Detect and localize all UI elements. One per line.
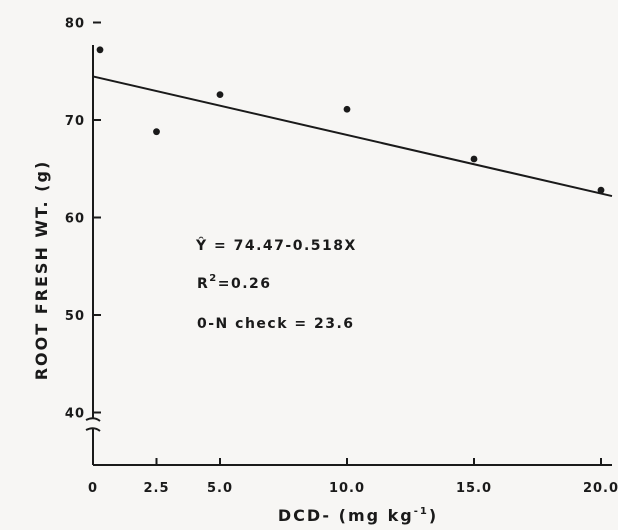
y-axis: 40 50 60 70 80 (65, 17, 101, 465)
y-tick-label: 60 (65, 212, 85, 227)
zero-n-check: 0-N check = 23.6 (197, 316, 355, 332)
x-tick-label: 0 (88, 481, 98, 496)
x-tick-label: 20.0 (583, 481, 618, 496)
y-tick-label: 80 (65, 17, 85, 32)
x-tick-label: 10.0 (329, 481, 365, 496)
data-point (153, 128, 160, 136)
x-tick-label: 2.5 (143, 481, 169, 496)
regression-line-path (92, 75, 613, 198)
x-axis: 0 2.5 5.0 10.0 15.0 20.0 (88, 458, 618, 496)
r-squared-label: R (197, 276, 209, 292)
y-axis-title: ROOT FRESH WT. (g) (32, 160, 51, 381)
data-point (96, 46, 104, 54)
x-axis-title-exponent: -1 (414, 506, 429, 517)
x-axis-title: DCD- (mg kg-1) (278, 506, 438, 525)
x-axis-title-main: DCD- (mg kg (278, 506, 414, 525)
y-tick-label: 70 (65, 114, 85, 129)
r-squared-exponent: 2 (209, 273, 217, 284)
x-axis-title-close: ) (429, 506, 438, 525)
data-points (96, 46, 605, 194)
y-tick-label: 50 (65, 309, 85, 324)
equation-text: = 74.47-0.518X (208, 238, 357, 254)
regression-line (92, 75, 613, 198)
x-tick-label: 15.0 (456, 481, 492, 496)
y-tick-label: 40 (65, 407, 85, 422)
data-point (470, 155, 478, 163)
x-tick-label: 5.0 (207, 481, 233, 496)
regression-equation: Ŷ = 74.47-0.518X (195, 236, 357, 254)
y-axis-break (85, 417, 101, 432)
data-point (216, 91, 224, 99)
r-squared: R2=0.26 (197, 273, 272, 292)
r-squared-value: =0.26 (218, 276, 272, 292)
y-hat-symbol: Ŷ (195, 236, 208, 254)
data-point (343, 105, 351, 113)
data-point (597, 186, 605, 194)
